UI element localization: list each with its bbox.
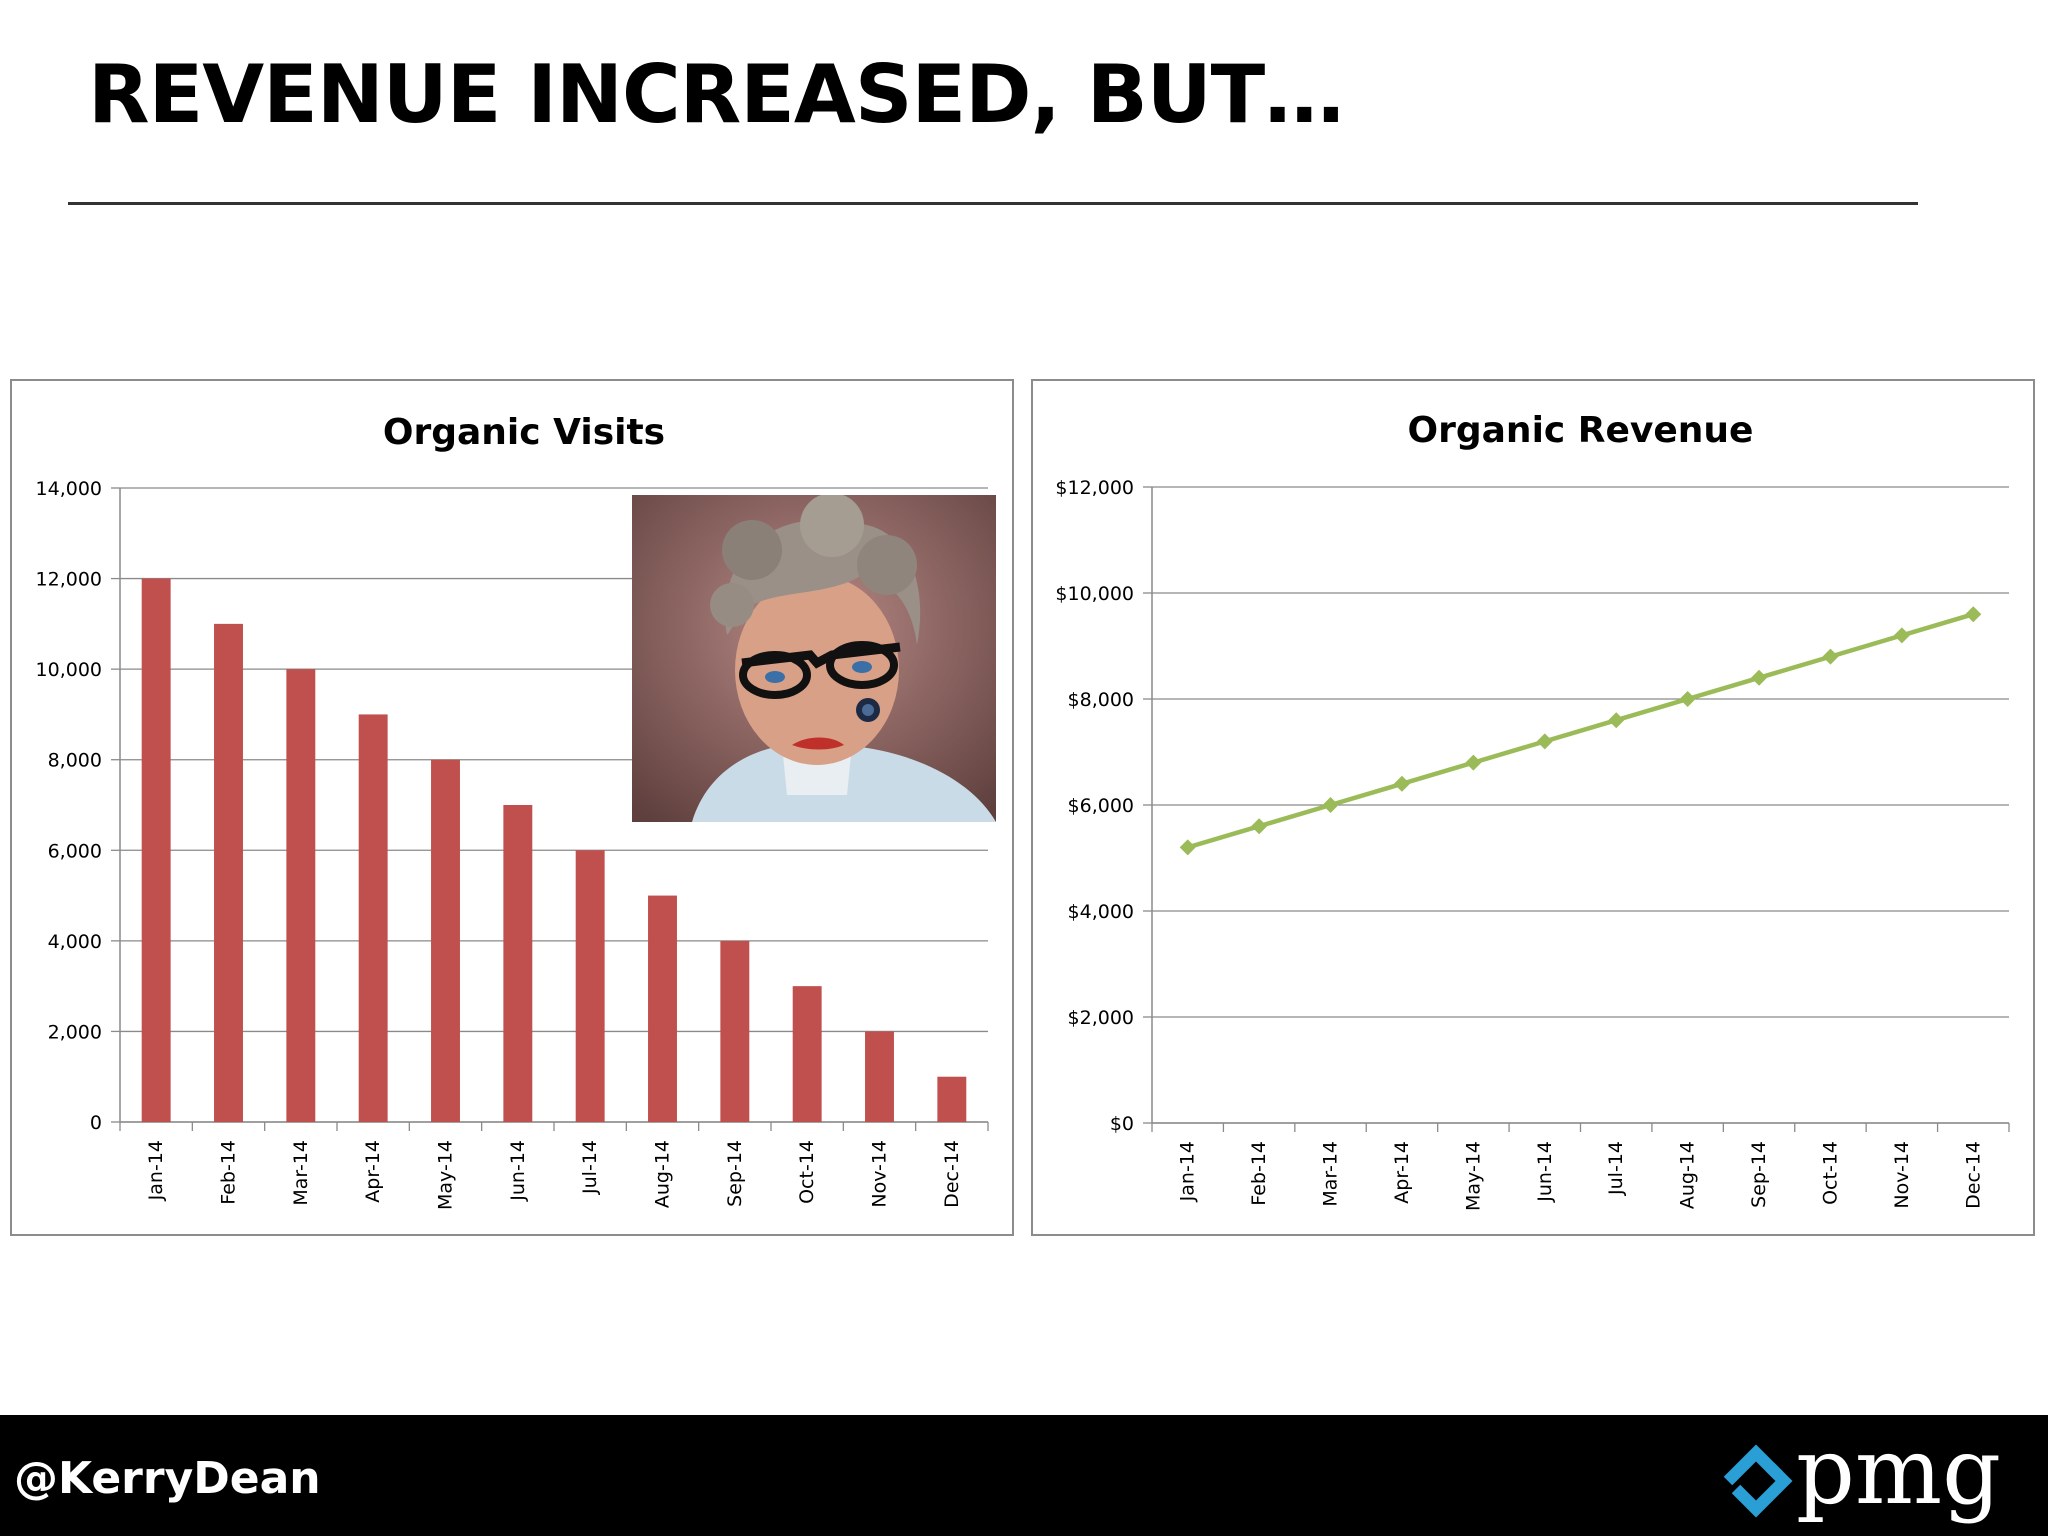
point-dec-14	[1965, 606, 1982, 623]
point-feb-14	[1251, 818, 1268, 835]
x-tick-label: Apr-14	[362, 1140, 384, 1203]
pmg-logo: pmg	[1723, 1431, 2001, 1525]
bar-apr-14	[358, 714, 388, 1122]
x-tick-label: Nov-14	[1891, 1141, 1913, 1209]
x-tick-label: Mar-14	[1320, 1141, 1342, 1207]
bar-may-14	[431, 759, 460, 1122]
x-tick-label: Oct-14	[1819, 1141, 1841, 1205]
x-tick-label: Apr-14	[1391, 1141, 1413, 1204]
x-tick-label: Jan-14	[1177, 1141, 1199, 1202]
y-tick-label: $8,000	[1068, 689, 1134, 711]
y-tick-label: $10,000	[1055, 583, 1134, 605]
x-tick-label: Mar-14	[290, 1140, 312, 1206]
x-tick-label: May-14	[435, 1140, 457, 1210]
x-tick-label: Aug-14	[1677, 1141, 1699, 1209]
x-tick-label: Nov-14	[869, 1140, 891, 1208]
bar-oct-14	[792, 986, 822, 1122]
x-tick-label: Jul-14	[1605, 1141, 1627, 1196]
y-tick-label: $12,000	[1055, 477, 1134, 499]
bar-dec-14	[937, 1076, 967, 1122]
bar-mar-14	[286, 669, 316, 1122]
y-tick-label: $0	[1110, 1113, 1134, 1135]
bar-jul-14	[575, 850, 605, 1122]
point-jan-14	[1179, 839, 1196, 856]
footer-bar: @KerryDean pmg	[0, 1415, 2048, 1536]
y-tick-label: $6,000	[1068, 795, 1134, 817]
stern-older-woman-with-glasses-icon	[632, 495, 996, 822]
pmg-logo-text: pmg	[1796, 1431, 2001, 1525]
slide-title: REVENUE INCREASED, BUT…	[88, 48, 1344, 141]
point-jun-14	[1536, 733, 1553, 750]
y-tick-label: 8,000	[48, 750, 102, 772]
y-tick-label: 14,000	[36, 478, 102, 500]
organic-visits-chart: Organic Visits 0 2,000 4,000 6,000 8,000 10,00…	[10, 379, 1014, 1236]
y-tick-label: 4,000	[48, 931, 102, 953]
x-tick-label: Sep-14	[1748, 1141, 1770, 1208]
pmg-logo-mark-icon	[1723, 1444, 1793, 1518]
stern-woman-photo	[632, 495, 996, 822]
twitter-handle: @KerryDean	[14, 1453, 321, 1504]
y-tick-label: 10,000	[36, 659, 102, 681]
point-may-14	[1465, 754, 1482, 771]
title-divider	[68, 202, 1918, 205]
x-tick-label: Feb-14	[1248, 1141, 1270, 1206]
y-tick-label: $2,000	[1068, 1007, 1134, 1029]
bar-jan-14	[141, 578, 171, 1122]
point-mar-14	[1322, 797, 1339, 813]
point-apr-14	[1393, 775, 1410, 792]
x-tick-label: Sep-14	[724, 1140, 746, 1207]
y-tick-label: 2,000	[48, 1021, 102, 1043]
x-tick-label: Dec-14	[941, 1140, 963, 1208]
x-tick-label: Jun-14	[507, 1140, 529, 1202]
organic-visits-chart-svg: Organic Visits 0 2,000 4,000 6,000 8,000 10,00…	[36, 412, 989, 1210]
x-tick-label: Jan-14	[145, 1140, 167, 1201]
bar-jun-14	[503, 805, 533, 1122]
point-jul-14	[1608, 712, 1625, 729]
y-tick-label: 12,000	[36, 569, 102, 591]
x-tick-label: Feb-14	[218, 1140, 240, 1205]
organic-revenue-chart: Organic Revenue $0 $2,000 $4,000 $6,000 $8,00…	[1031, 379, 2035, 1236]
y-tick-label: $4,000	[1068, 901, 1134, 923]
point-sep-14	[1751, 669, 1768, 686]
x-tick-label: Aug-14	[652, 1140, 674, 1208]
x-tick-label: Oct-14	[796, 1140, 818, 1204]
point-aug-14	[1679, 691, 1696, 707]
bar-aug-14	[648, 895, 677, 1122]
x-tick-label: Jun-14	[1534, 1141, 1556, 1203]
chart-title: Organic Visits	[383, 412, 665, 453]
x-tick-label: Jul-14	[579, 1140, 601, 1195]
point-nov-14	[1893, 627, 1910, 644]
revenue-series-line	[1187, 612, 1974, 850]
bar-feb-14	[214, 623, 243, 1122]
y-tick-label: 0	[90, 1112, 102, 1134]
chart-title: Organic Revenue	[1408, 410, 1754, 451]
bar-nov-14	[865, 1031, 894, 1122]
x-tick-label: Dec-14	[1962, 1141, 1984, 1209]
bar-sep-14	[720, 940, 750, 1122]
organic-revenue-chart-svg: Organic Revenue $0 $2,000 $4,000 $6,000 $8,00…	[1055, 410, 2010, 1211]
x-tick-label: May-14	[1462, 1141, 1484, 1211]
point-oct-14	[1822, 648, 1839, 665]
y-tick-label: 6,000	[48, 840, 102, 862]
